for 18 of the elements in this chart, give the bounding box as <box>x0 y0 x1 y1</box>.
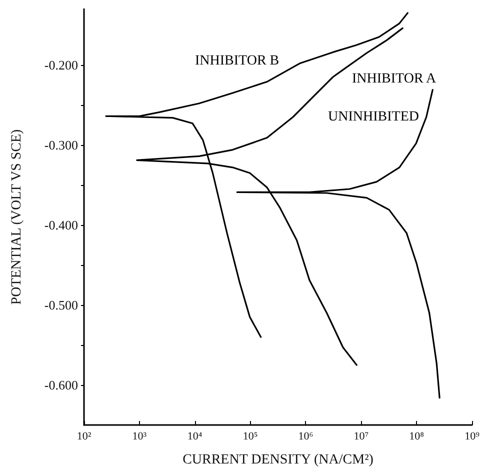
x-tick-label: 10⁵ <box>242 430 258 442</box>
y-axis-title: POTENTIAL (VOLT VS SCE) <box>10 128 24 305</box>
x-axis-title: CURRENT DENSITY (NA/CM²) <box>182 452 374 468</box>
x-tick-label: 10⁸ <box>409 430 424 442</box>
y-tick-label: -0.600 <box>44 378 78 392</box>
x-tick-label: 10² <box>76 430 92 442</box>
y-tick-label: -0.200 <box>44 58 78 72</box>
y-tick-label: -0.300 <box>44 138 78 152</box>
x-tick-label: 10³ <box>132 430 148 442</box>
y-tick-label: -0.400 <box>44 218 78 232</box>
x-tick-label: 10⁹ <box>464 430 480 442</box>
series-label: UNINHIBITED <box>328 110 419 124</box>
x-tick-label: 10⁷ <box>354 430 369 442</box>
x-tick-label: 10⁴ <box>187 430 202 442</box>
y-tick-label: -0.500 <box>44 298 78 312</box>
series-label: INHIBITOR B <box>195 54 280 68</box>
x-tick-label: 10⁶ <box>298 430 314 442</box>
series-label: INHIBITOR A <box>352 72 438 86</box>
